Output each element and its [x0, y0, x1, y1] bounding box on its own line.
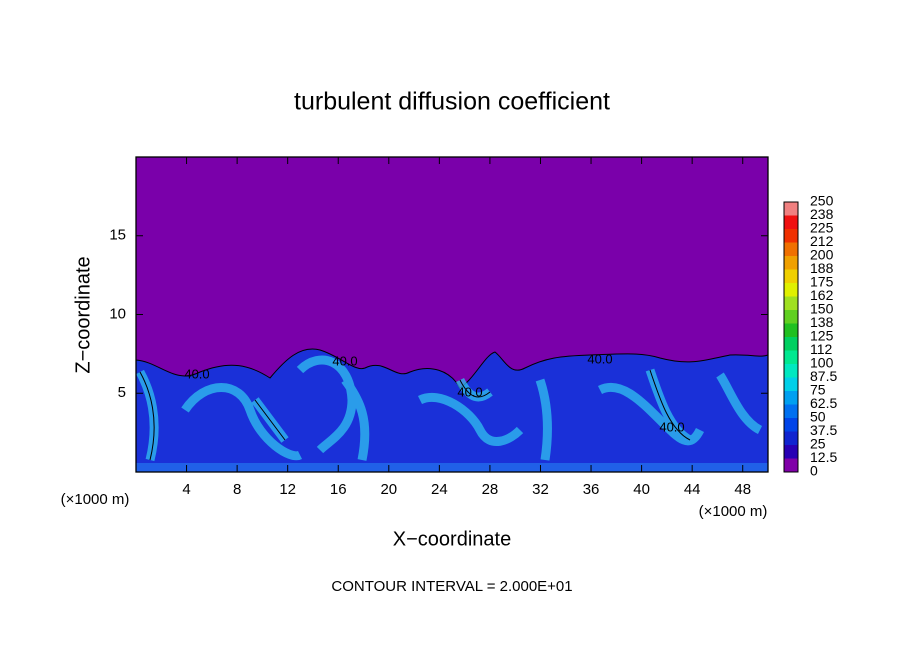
x-tick-label: 28 — [482, 481, 499, 498]
x-tick-label: 44 — [684, 481, 701, 498]
colorbar-label: 0 — [810, 463, 818, 479]
y-tick-label: 5 — [118, 384, 126, 401]
colorbar-band — [784, 242, 798, 256]
colorbar-band — [784, 364, 798, 378]
colorbar-band — [784, 269, 798, 283]
contour-label: 40.0 — [587, 351, 612, 366]
colorbar-band — [784, 256, 798, 270]
colorbar-band — [784, 350, 798, 364]
colorbar-label: 100 — [810, 355, 834, 371]
colorbar-band — [784, 310, 798, 324]
colorbar-band — [784, 296, 798, 310]
colorbar-label: 125 — [810, 328, 834, 344]
colorbar-label: 87.5 — [810, 368, 837, 384]
colorbar-band — [784, 202, 798, 216]
colorbar-label: 75 — [810, 382, 826, 398]
colorbar-band — [784, 431, 798, 445]
colorbar-band — [784, 445, 798, 459]
colorbar-label: 212 — [810, 233, 834, 249]
colorbar-label: 50 — [810, 409, 826, 425]
y-axis-label: Z−coordinate — [72, 256, 94, 373]
colorbar-frame — [783, 201, 799, 473]
x-tick-label: 32 — [532, 481, 549, 498]
colorbar-label: 150 — [810, 301, 834, 317]
x-tick-label: 4 — [182, 481, 190, 498]
colorbar-band — [784, 404, 798, 418]
colorbar-band — [784, 458, 798, 472]
x-unit: (×1000 m) — [61, 491, 130, 508]
y-tick-label: 15 — [109, 227, 126, 244]
contour-label: 40.0 — [457, 384, 482, 399]
x-tick-label: 36 — [583, 481, 600, 498]
x-tick-label: 24 — [431, 481, 448, 498]
colorbar-label: 250 — [810, 193, 834, 209]
x-tick-label: 12 — [279, 481, 296, 498]
colorbar-label: 62.5 — [810, 395, 837, 411]
colorbar-label: 200 — [810, 247, 834, 263]
x-tick-label: 8 — [233, 481, 241, 498]
colorbar-label: 162 — [810, 287, 834, 303]
x-tick-label: 20 — [380, 481, 397, 498]
field-contours — [139, 369, 691, 461]
colorbar-band — [784, 323, 798, 337]
colorbar-band — [784, 418, 798, 432]
colorbar-band — [784, 215, 798, 229]
colorbar-band — [784, 391, 798, 405]
colorbar-label: 12.5 — [810, 449, 837, 465]
contour-label: 40.0 — [659, 419, 684, 434]
contour-label: 40.0 — [184, 366, 209, 381]
colorbar-label: 138 — [810, 314, 834, 330]
contour-label: 40.0 — [332, 353, 357, 368]
colorbar-label: 175 — [810, 274, 834, 290]
colorbar-band — [784, 229, 798, 243]
chart-title: turbulent diffusion coefficient — [294, 88, 610, 116]
colorbar-label: 112 — [810, 341, 833, 357]
colorbar-band — [784, 337, 798, 351]
colorbar-label: 25 — [810, 436, 826, 452]
field — [135, 157, 769, 473]
x-unit: (×1000 m) — [699, 503, 768, 520]
x-tick-label: 40 — [633, 481, 650, 498]
x-tick-label: 16 — [330, 481, 347, 498]
colorbar-band — [784, 377, 798, 391]
colorbar-band — [784, 283, 798, 297]
colorbar-label: 37.5 — [810, 422, 837, 438]
y-tick-label: 10 — [109, 305, 126, 322]
x-axis-label: X−coordinate — [393, 528, 511, 550]
colorbar-label: 225 — [810, 220, 834, 236]
footer-note: CONTOUR INTERVAL = 2.000E+01 — [331, 578, 572, 595]
field-surface-layer — [136, 463, 768, 472]
colorbar-label: 188 — [810, 260, 834, 276]
x-tick-label: 48 — [734, 481, 751, 498]
colorbar-label: 238 — [810, 206, 834, 222]
